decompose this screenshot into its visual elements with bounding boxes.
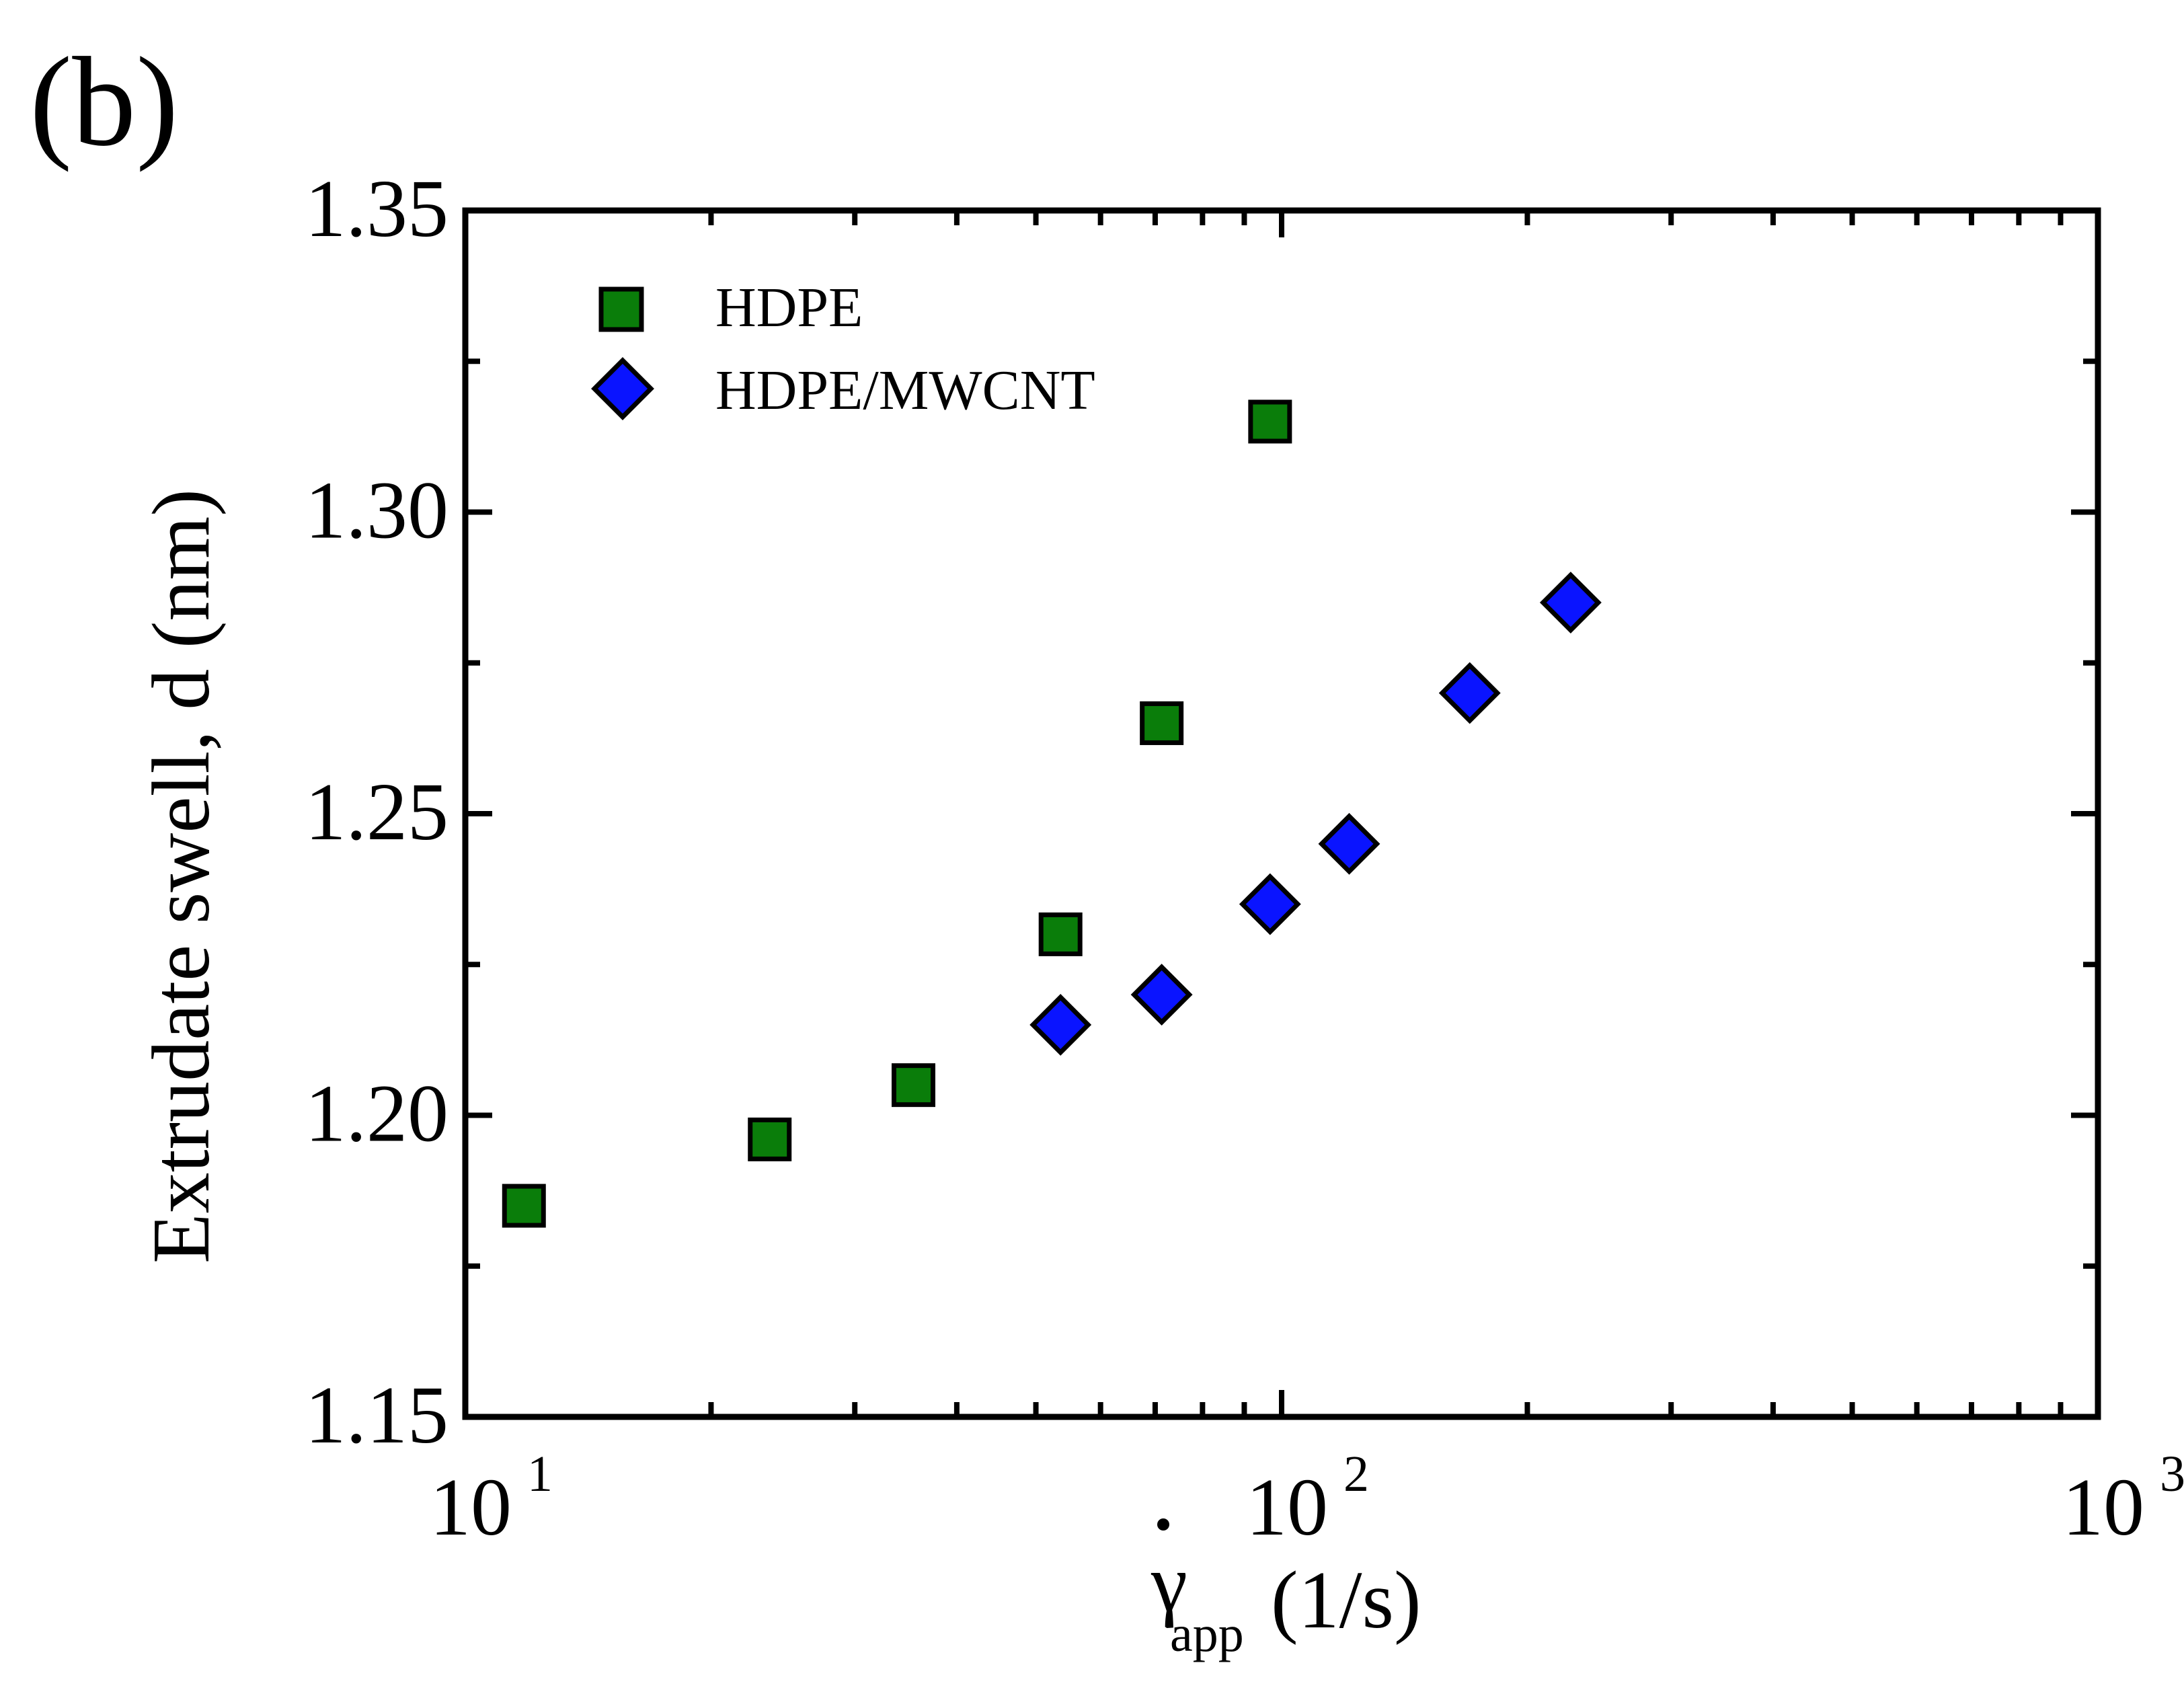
axis-ticks [463,208,2101,1420]
hdpe-mwcnt-point [1539,572,1602,633]
legend-hdpe-label: HDPE [715,276,863,339]
y-tick-label: 1.35 [305,163,449,254]
y-axis-label: Extrudate swell, d (nm) [136,489,227,1264]
hdpe-mwcnt-point [1130,964,1193,1026]
x-axis-label-subscript: app [1170,1606,1244,1662]
panel-label: (b) [30,32,179,173]
tick-labels: 1.15 1.20 1.25 1.30 1.35 10 1 10 2 10 3 [305,163,2184,1553]
x-axis-label: γ app (1/s) [1150,1518,1421,1662]
data-points [502,399,1602,1228]
hdpe-mwcnt-point [1029,994,1092,1056]
x-tick-label: 10 [430,1462,512,1553]
x-tick-exponent: 1 [527,1446,553,1502]
hdpe-point [1248,399,1292,444]
legend-mwcnt-label: HDPE/MWCNT [715,359,1095,422]
legend-mwcnt-marker [591,357,654,420]
hdpe-mwcnt-point [1318,812,1380,875]
y-tick-label: 1.25 [305,767,449,857]
hdpe-point [502,1184,546,1228]
x-tick-exponent: 3 [2160,1446,2184,1502]
hdpe-point [1140,701,1184,745]
y-tick-label: 1.15 [305,1370,449,1461]
x-tick-exponent: 2 [1343,1446,1369,1502]
x-tick-label: 10 [1246,1462,1328,1553]
hdpe-mwcnt-point [1239,873,1301,935]
hdpe-point [748,1117,792,1161]
y-tick-label: 1.20 [305,1069,449,1159]
hdpe-point [891,1063,935,1108]
legend-hdpe-marker [598,286,644,332]
x-axis-label-unit: (1/s) [1271,1555,1421,1646]
hdpe-mwcnt-point [1438,662,1501,724]
hdpe-point [1038,912,1083,956]
plot-frame [462,207,2101,1420]
y-tick-label: 1.30 [305,465,449,556]
x-axis-label-dot [1157,1518,1169,1531]
x-tick-label: 10 [2062,1462,2144,1553]
x-axis-label-symbol: γ [1150,1538,1187,1629]
legend: HDPE HDPE/MWCNT [591,276,1095,422]
